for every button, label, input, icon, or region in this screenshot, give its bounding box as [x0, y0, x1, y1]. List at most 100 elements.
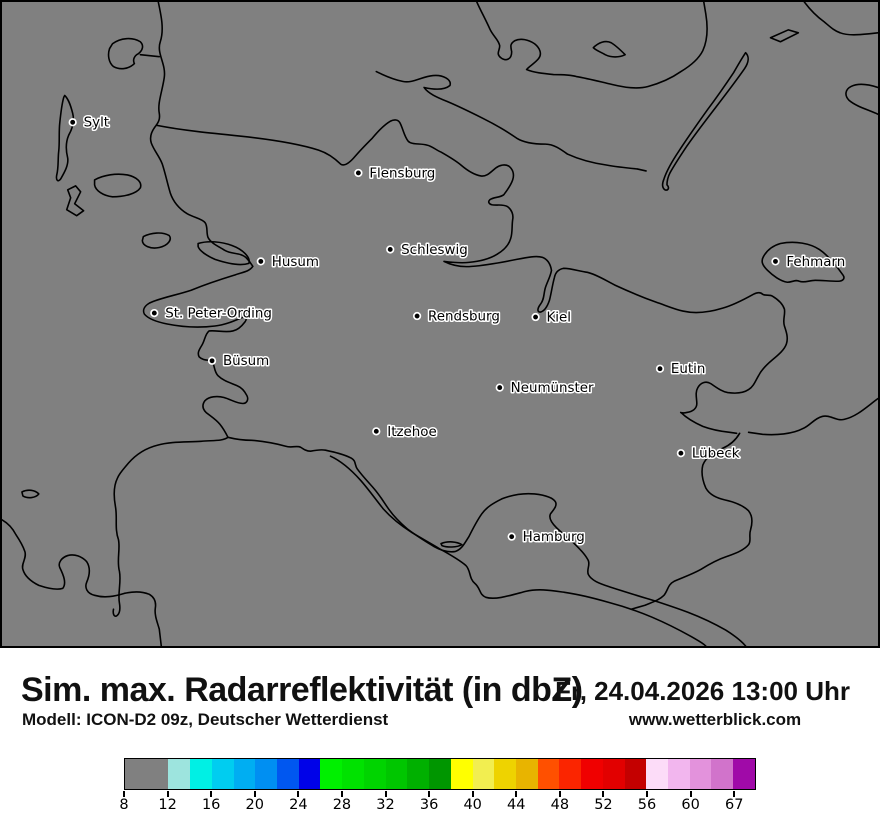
colorbar-labels: 8 12 16 20 24 28 32 36 40 44 48 52 56 60 67: [119, 797, 756, 815]
coastline-top-right: [803, 2, 878, 36]
coastline-danish-shore: [375, 70, 647, 172]
colorbar-segment: [385, 759, 408, 789]
city-dot: [495, 383, 504, 392]
city-label: Husum: [272, 255, 319, 270]
map-canvas: Sylt Flensburg Schleswig Husum Fehmarn S…: [2, 2, 878, 646]
colorbar-segment: [342, 759, 364, 789]
colorbar-tick-label: 48: [550, 797, 570, 813]
colorbar-tick-label: 8: [119, 797, 129, 813]
coastline-right-edge: [845, 83, 878, 116]
city-marker: Schleswig: [386, 241, 469, 259]
colorbar-segment: [298, 759, 321, 789]
city-dot: [507, 532, 516, 541]
island-pellworm: [141, 232, 171, 249]
colorbar-tick-label: 67: [724, 797, 744, 813]
page-title: Sim. max. Radarreflektivität (in dbZ): [21, 671, 583, 709]
colorbar-segment: [211, 759, 234, 789]
colorbar-tick: [471, 791, 474, 797]
colorbar-segment: [190, 759, 212, 789]
city-marker: Flensburg: [354, 165, 437, 183]
colorbar-tick-label: 60: [681, 797, 700, 813]
coastline-cuxhaven: [2, 518, 163, 646]
city-marker: Lübeck: [676, 445, 741, 463]
colorbar-tick: [602, 791, 605, 797]
colorbar-segment: [320, 759, 343, 789]
colorbar-segment: [646, 759, 668, 789]
city-dot: [256, 257, 265, 266]
colorbar-tick: [646, 791, 649, 797]
island-nordstrand: [197, 240, 250, 266]
city-marker: Sylt: [68, 114, 111, 132]
colorbar-tick-label: 28: [332, 797, 352, 813]
colorbar-segment: [472, 759, 495, 789]
island-small-north: [592, 40, 626, 58]
colorbar-tick: [166, 791, 169, 797]
city-label: Itzehoe: [387, 425, 436, 440]
city-label: Rendsburg: [428, 310, 500, 325]
colorbar-tick: [210, 791, 213, 797]
island-elbe-mouth: [21, 489, 40, 499]
coastline-als-bay: [476, 2, 708, 89]
island-amrum: [65, 185, 85, 217]
colorbar-segment: [624, 759, 647, 789]
city-marker: Kiel: [531, 309, 573, 327]
city-label: Neumünster: [511, 381, 594, 396]
city-marker: Rendsburg: [412, 308, 501, 326]
city-marker: Itzehoe: [372, 423, 438, 441]
colorbar-tick: [297, 791, 300, 797]
model-info: Modell: ICON-D2 09z, Deutscher Wetterdie…: [22, 710, 389, 729]
city-marker: Husum: [256, 253, 320, 271]
island-sylt: [55, 94, 75, 182]
colorbar-segment: [255, 759, 278, 789]
city-dot: [531, 312, 540, 322]
colorbar-segment: [407, 759, 430, 789]
city-label: Sylt: [84, 116, 109, 131]
city-dot: [655, 364, 665, 373]
island-roemoe: [107, 37, 144, 70]
city-marker: Eutin: [655, 361, 707, 379]
colorbar-segment: [168, 759, 191, 789]
city-marker: Neumünster: [495, 380, 596, 398]
colorbar-ticks: [123, 791, 756, 797]
colorbar-segment: [277, 759, 299, 789]
colorbar-segment: [515, 759, 538, 789]
colorbar-tick: [733, 791, 736, 797]
city-label: Büsum: [223, 354, 269, 369]
colorbar-segment: [559, 759, 582, 789]
colorbar-tick: [558, 791, 561, 797]
colorbar-tick-label: 52: [594, 797, 613, 813]
city-dot: [676, 449, 686, 458]
colorbar-segment: [711, 759, 734, 789]
city-dot: [386, 245, 395, 254]
radar-map: Sylt Flensburg Schleswig Husum Fehmarn S…: [0, 0, 880, 648]
colorbar-tick: [689, 791, 692, 797]
colorbar-segment: [689, 759, 712, 789]
colorbar-segment: [667, 759, 690, 789]
website-url: www.wetterblick.com: [628, 710, 802, 729]
coastline-luebeck-bay: [747, 397, 878, 436]
colorbar-tick: [384, 791, 387, 797]
colorbar-tick-label: 44: [507, 797, 526, 813]
colorbar-segment: [363, 759, 386, 789]
island-fehmarn: [761, 241, 845, 284]
colorbar-segment: [125, 759, 169, 789]
city-dot: [771, 257, 780, 266]
colorbar-tick-label: 12: [158, 797, 177, 813]
colorbar-segment: [537, 759, 560, 789]
city-label: Schleswig: [401, 243, 468, 258]
colorbar-tick-label: 56: [637, 797, 657, 813]
colorbar-segments: [124, 758, 756, 790]
island-aeroe: [661, 51, 749, 191]
island-foehr: [93, 173, 142, 198]
colorbar-tick-label: 40: [463, 797, 482, 813]
colorbar-tick-label: 16: [201, 797, 221, 813]
river-elbe-south-bank: [329, 455, 707, 646]
colorbar-segment: [450, 759, 473, 789]
city-dot: [68, 118, 77, 127]
colorbar-tick-label: 24: [289, 797, 308, 813]
forecast-datetime: Fr, 24.04.2026 13:00 Uhr: [555, 676, 850, 706]
colorbar-tick: [253, 791, 256, 797]
city-dot: [207, 356, 217, 365]
causeway: [139, 53, 161, 58]
